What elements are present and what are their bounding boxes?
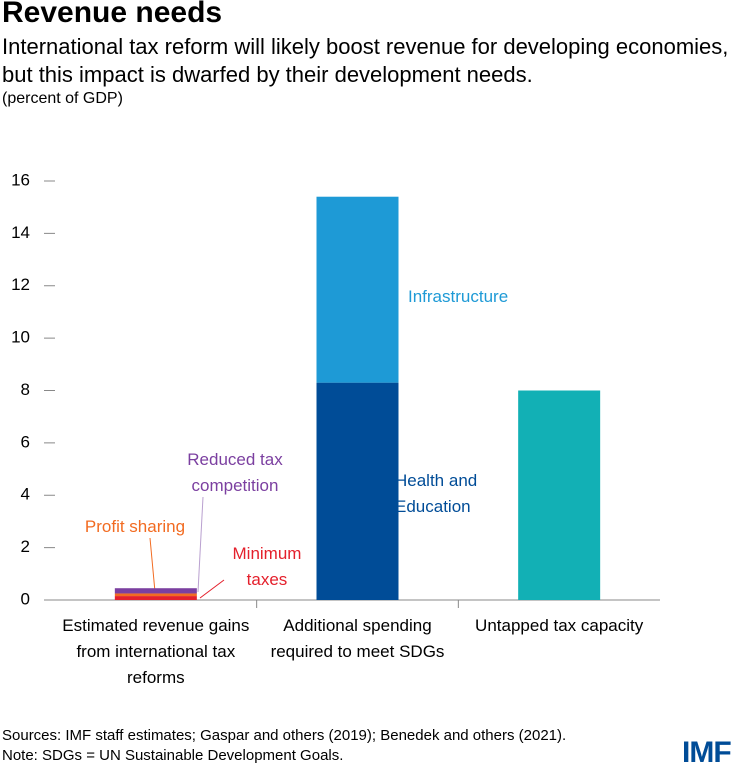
y-tick-label: 14 [11,223,30,242]
leader-line [199,579,225,599]
series-label: Reduced tax competition [187,450,283,495]
y-tick-label: 16 [11,170,30,189]
y-tick-label: 12 [11,275,30,294]
y-tick-label: 6 [21,432,30,451]
series-label: Health and Education [395,471,478,516]
leader-line [149,537,156,593]
leader-line [197,496,204,593]
series-label: Profit sharing [84,517,186,536]
bar-segment [114,588,197,594]
logo: IMF [682,736,732,769]
x-tick-label: Additional spending required to meet SDG… [270,616,445,661]
bar-segment [316,196,399,383]
chart-title: Revenue needs [2,0,223,29]
bar-segment [114,593,197,597]
y-tick-label: 0 [21,589,30,608]
note: Note: SDGs = UN Sustainable Development … [2,747,344,764]
unit-label: (percent of GDP) [2,90,123,107]
x-tick-label: Estimated revenue gains from internation… [62,616,250,687]
series-label: Infrastructure [408,287,509,306]
bar-segment [316,382,399,600]
y-tick-label: 8 [21,380,30,399]
bar-segment [518,390,601,600]
y-tick-label: 10 [11,328,30,347]
chart-subtitle: International tax reform will likely boo… [2,34,729,87]
series-label: Minimum taxes [232,544,302,589]
source-note: Sources: IMF staff estimates; Gaspar and… [2,727,567,744]
y-tick-label: 2 [21,537,30,556]
x-tick-label: Untapped tax capacity [475,616,644,635]
y-tick-label: 4 [21,485,30,504]
bar-segment [114,596,197,600]
